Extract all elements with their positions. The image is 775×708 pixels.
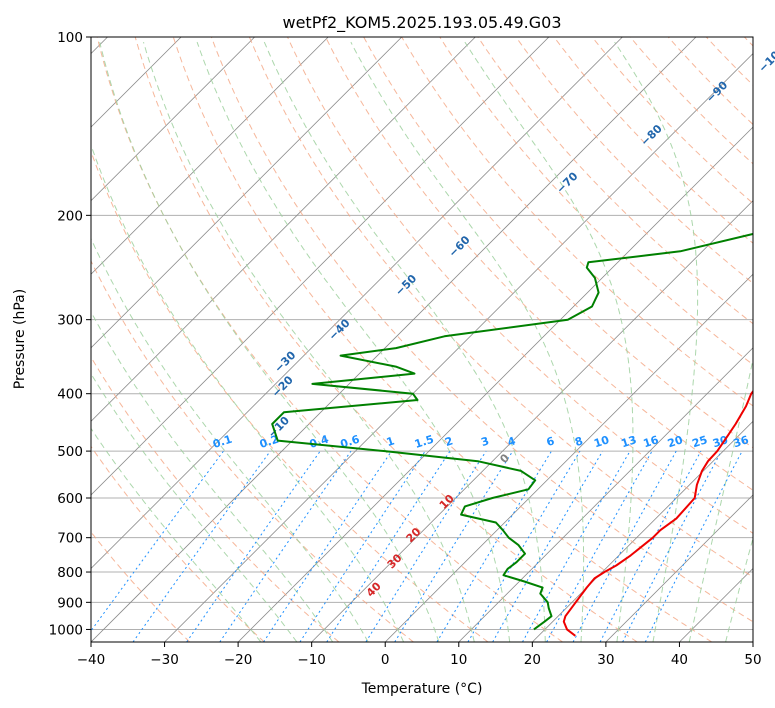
mixing-ratio-line [436, 450, 552, 642]
y-tick-label: 700 [57, 531, 83, 547]
mixing-ratio-label: 0.4 [308, 432, 331, 450]
isotherm-line [605, 494, 753, 642]
mixing-ratio-line [326, 450, 451, 642]
moist-adiabat-line [614, 41, 699, 642]
y-tick-label: 100 [57, 30, 83, 46]
x-tick-label: 50 [744, 652, 761, 668]
moist-adiabat-line [143, 41, 475, 642]
mixing-ratio-line [644, 450, 743, 642]
mixing-ratio-label: 30 [711, 433, 730, 450]
isotherm-line [91, 37, 697, 642]
dry-adiabat-line [325, 37, 753, 491]
y-tick-label: 400 [57, 387, 83, 403]
y-tick-label: 800 [57, 565, 83, 581]
isotherm-line [91, 37, 550, 496]
mixing-ratio-label: 36 [732, 433, 751, 450]
y-tick-label: 300 [57, 313, 83, 329]
isotherm-line [237, 126, 753, 642]
mixing-ratio-label: 8 [573, 434, 584, 449]
isotherm-line [91, 37, 255, 202]
mixing-ratio-label: 16 [642, 433, 661, 450]
mixing-ratio-line [365, 450, 487, 642]
mixing-ratio-line [622, 450, 722, 642]
dry-adiabat-line [91, 445, 265, 642]
x-tick-label: 10 [450, 652, 467, 668]
mixing-ratio-line [394, 450, 514, 642]
x-tick-label: −30 [150, 652, 179, 668]
y-tick-label: 600 [57, 491, 83, 507]
profile-lines [271, 232, 753, 637]
y-tick-label: 500 [57, 444, 83, 460]
mixing-ratio-line [132, 450, 271, 642]
moist-adiabat-line [688, 356, 753, 642]
dry-adiabat-line [248, 37, 753, 578]
isotherm-line [91, 37, 476, 422]
dry-adiabat-line [172, 37, 713, 642]
mixing-ratio-label: 2 [443, 434, 454, 449]
isotherm-line [384, 273, 753, 642]
mixing-ratio-label: 3 [479, 434, 490, 449]
isotherm-line [91, 37, 403, 349]
mixing-ratio-line [299, 450, 426, 642]
mixing-ratio-label: 13 [620, 433, 639, 450]
mixing-ratio-label: 0.1 [211, 433, 234, 451]
moist-adiabat-line [196, 41, 511, 642]
x-tick-label: −10 [297, 652, 326, 668]
mixing-ratio-label: 20 [666, 433, 685, 450]
mixing-ratio-label: 10 [592, 433, 611, 450]
dry-adiabat-line [134, 37, 638, 642]
isotherm-line [458, 347, 753, 642]
dry-adiabat-line [515, 37, 753, 284]
mixing-ratio-label: 4 [506, 434, 518, 449]
temperature-profile-line [562, 389, 753, 637]
moist-adiabat-line [91, 237, 369, 642]
x-tick-label: 20 [524, 652, 541, 668]
x-axis-label: Temperature (°C) [361, 681, 483, 697]
mixing-ratio-line [572, 450, 677, 642]
mixing-ratio-line [186, 450, 321, 642]
mixing-ratio-label: 6 [545, 434, 557, 449]
dry-adiabat-line [91, 259, 414, 642]
dry-adiabat-line [287, 37, 753, 534]
x-tick-label: −40 [77, 652, 106, 668]
moist-adiabat-line [464, 41, 634, 642]
moist-adiabat-line [91, 143, 405, 642]
mixing-ratio-line [546, 450, 653, 642]
y-tick-label: 900 [57, 595, 83, 611]
chart-title: wetPf2_KOM5.2025.193.05.49.G03 [282, 13, 561, 33]
axis-ticks: −40 −30 −20 −10 0 10 20 30 40 5010020030040050060… [49, 30, 762, 668]
plot-frame [90, 36, 754, 643]
x-tick-label: −20 [224, 652, 253, 668]
y-tick-label: 200 [57, 208, 83, 224]
moist-adiabat-line [91, 427, 262, 642]
moist-adiabat-line [350, 41, 585, 642]
mixing-ratio-line [91, 450, 224, 632]
mixing-ratio-label: 25 [691, 433, 710, 450]
moist-adiabat-line [99, 41, 440, 642]
moist-adiabat-line [91, 310, 334, 642]
moist-adiabat-line [91, 372, 298, 642]
mixing-ratio-line [492, 450, 604, 642]
dewpoint-profile-line [271, 232, 753, 631]
mixing-ratio-label: 1.5 [413, 433, 436, 451]
isotherm-line [91, 37, 623, 570]
mixing-ratio-line [599, 450, 702, 642]
y-tick-label: 1000 [49, 622, 83, 638]
mixing-ratio-line [522, 450, 631, 642]
mixing-ratio-label: 0.2 [258, 433, 281, 451]
x-tick-label: 0 [381, 652, 390, 668]
mixing-ratio-label: 1 [385, 434, 396, 449]
x-tick-label: 30 [597, 652, 614, 668]
isotherm-line [91, 37, 329, 275]
dry-adiabat-line [210, 37, 753, 623]
isotherm-line [532, 420, 753, 642]
background-lines [91, 37, 753, 642]
y-axis-label: Pressure (hPa) [12, 289, 28, 389]
moist-adiabat-line [725, 536, 753, 642]
x-tick-label: 40 [671, 652, 688, 668]
